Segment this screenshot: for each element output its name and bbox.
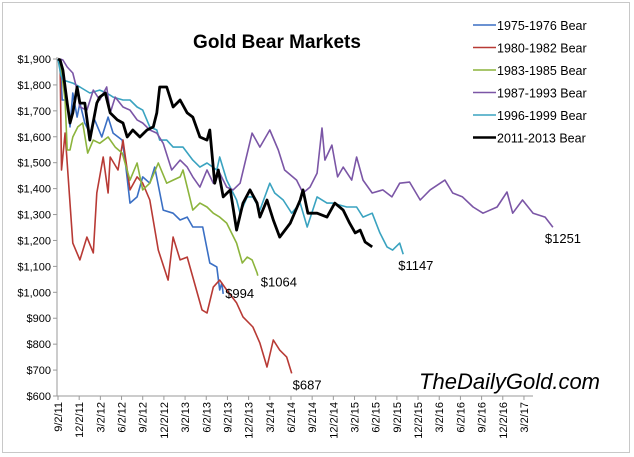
x-tick-label: 6/2/14: [286, 402, 298, 433]
x-tick-label: 9/2/11: [53, 402, 65, 432]
x-tick-label: 9/2/15: [392, 402, 404, 433]
legend-label: 1975-1976 Bear: [497, 19, 587, 33]
y-tick-label: $1,900: [17, 54, 51, 66]
series-lines: [57, 57, 554, 374]
series-line-1980-1982: [57, 58, 293, 374]
watermark: TheDailyGold.com: [419, 369, 600, 394]
series-line-2011-2013: [57, 57, 373, 249]
y-axis: $600 $700 $800 $900 $1,000 $1,100 $1,200 $1,300…: [17, 54, 58, 403]
legend-label: 1987-1993 Bear: [497, 87, 587, 101]
series-line-1996-1999: [57, 58, 404, 255]
y-tick-label: $1,200: [17, 235, 51, 247]
y-tick-label: $1,000: [17, 287, 51, 299]
x-tick-label: 12/2/15: [413, 402, 425, 439]
x-tick-label: 3/2/14: [265, 402, 277, 433]
end-value-label: $1251: [545, 231, 581, 246]
y-tick-label: $1,300: [17, 210, 51, 222]
x-tick-label: 9/2/16: [477, 402, 489, 433]
y-tick-label: $800: [27, 339, 51, 351]
x-tick-label: 3/2/12: [95, 402, 107, 433]
y-tick-label: $1,700: [17, 106, 51, 118]
legend-label: 1983-1985 Bear: [497, 64, 587, 78]
chart-title: Gold Bear Markets: [193, 32, 361, 53]
x-tick-label: 9/2/13: [222, 402, 234, 433]
y-tick-label: $1,800: [17, 80, 51, 92]
end-value-label: $1147: [398, 258, 433, 273]
x-tick-label: 3/2/13: [180, 402, 192, 433]
x-tick-label: 6/2/15: [371, 402, 383, 433]
x-axis: 9/2/11 12/2/11 3/2/12 6/2/12 9/2/12 12/2/12 3/…: [53, 395, 533, 439]
series-line-1983-1985: [57, 58, 259, 276]
legend-label: 1980-1982 Bear: [497, 42, 587, 56]
x-tick-label: 6/2/12: [117, 402, 129, 433]
legend-label: 2011-2013 Bear: [497, 132, 586, 146]
end-value-label: $687: [293, 377, 322, 392]
legend: 1975-1976 Bear 1980-1982 Bear 1983-1985 Be…: [473, 19, 587, 146]
x-tick-label: 12/2/13: [244, 402, 256, 439]
y-tick-label: $1,600: [17, 132, 51, 144]
y-tick-label: $600: [27, 391, 51, 403]
end-labels: $994 $687 $1064 $1251 $1147: [225, 231, 581, 392]
y-tick-label: $1,100: [17, 261, 51, 273]
x-tick-label: 12/2/14: [328, 402, 340, 439]
y-tick-label: $1,500: [17, 158, 51, 170]
x-tick-label: 6/2/13: [201, 402, 213, 433]
x-tick-label: 3/2/16: [434, 402, 446, 433]
x-tick-label: 12/2/16: [498, 402, 510, 439]
x-tick-label: 3/2/17: [519, 402, 531, 433]
x-tick-label: 9/2/14: [307, 402, 319, 433]
series-line-1975-1976: [57, 58, 224, 295]
chart-frame: [2, 2, 630, 453]
y-tick-label: $700: [27, 365, 51, 377]
x-tick-label: 12/2/12: [159, 402, 171, 439]
x-tick-label: 9/2/12: [138, 402, 150, 433]
y-tick-label: $1,400: [17, 184, 51, 196]
y-tick-label: $900: [27, 313, 51, 325]
end-value-label: $994: [225, 286, 254, 301]
x-tick-label: 3/2/15: [350, 402, 362, 433]
end-value-label: $1064: [261, 275, 297, 290]
legend-label: 1996-1999 Bear: [497, 109, 587, 123]
x-tick-label: 12/2/11: [74, 402, 86, 438]
x-tick-label: 6/2/16: [455, 402, 467, 433]
series-line-1987-1993: [59, 58, 554, 228]
